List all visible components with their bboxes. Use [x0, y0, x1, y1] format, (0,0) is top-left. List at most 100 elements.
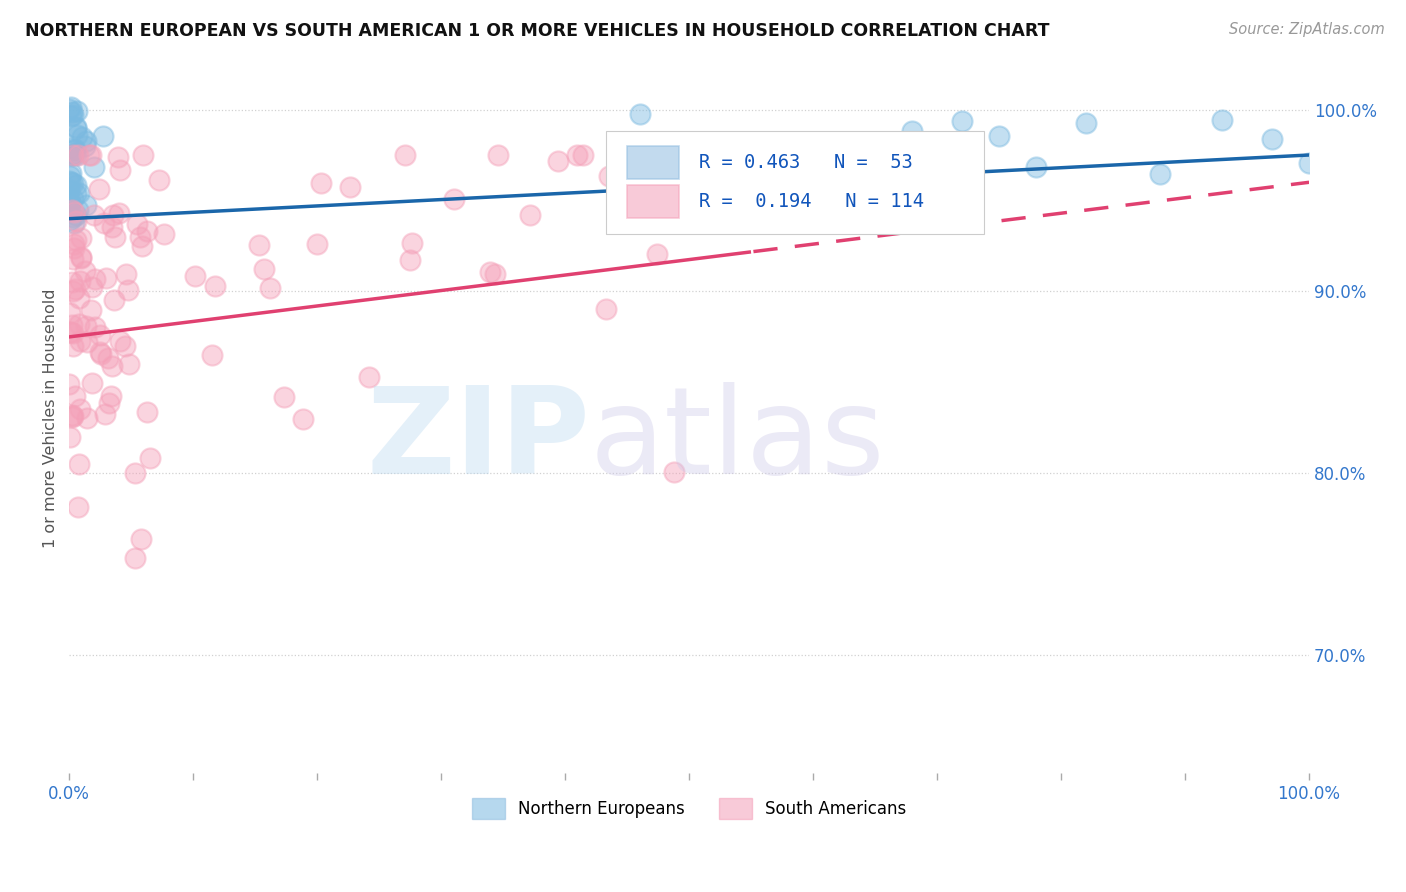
Point	[595, 301, 617, 316]
Point	[103, 230, 125, 244]
Point	[75, 319, 97, 334]
Point	[124, 551, 146, 566]
Point	[75, 134, 97, 148]
Point	[901, 124, 924, 138]
Point	[59, 175, 82, 189]
Point	[547, 154, 569, 169]
Point	[107, 150, 129, 164]
Point	[94, 407, 117, 421]
Point	[82, 280, 104, 294]
Point	[69, 250, 91, 264]
Point	[62, 216, 84, 230]
Point	[60, 408, 83, 422]
Point	[69, 274, 91, 288]
Point	[62, 147, 84, 161]
Point	[1211, 112, 1233, 127]
Text: R =  0.194   N = 114: R = 0.194 N = 114	[699, 192, 924, 211]
Point	[59, 430, 82, 444]
Point	[62, 204, 84, 219]
Point	[59, 326, 82, 340]
Point	[58, 183, 80, 197]
Point	[66, 128, 89, 142]
Point	[59, 169, 82, 183]
Point	[398, 253, 420, 268]
Point	[114, 339, 136, 353]
Y-axis label: 1 or more Vehicles in Household: 1 or more Vehicles in Household	[44, 289, 58, 549]
Point	[100, 359, 122, 374]
Point	[84, 320, 107, 334]
Point	[135, 405, 157, 419]
Point	[67, 202, 90, 217]
Point	[101, 220, 124, 235]
Point	[59, 100, 82, 114]
Point	[59, 213, 82, 227]
Point	[67, 291, 90, 305]
Point	[62, 318, 84, 332]
Point	[59, 141, 82, 155]
Point	[91, 129, 114, 144]
Point	[83, 160, 105, 174]
Point	[129, 229, 152, 244]
Point	[62, 210, 84, 224]
Point	[60, 166, 83, 180]
Point	[58, 197, 80, 211]
FancyBboxPatch shape	[627, 186, 679, 218]
Point	[70, 252, 93, 266]
Point	[70, 231, 93, 245]
Point	[114, 267, 136, 281]
Point	[79, 148, 101, 162]
Point	[1261, 132, 1284, 146]
Point	[129, 533, 152, 547]
Point	[65, 178, 87, 192]
Point	[58, 102, 80, 116]
Point	[65, 208, 87, 222]
Point	[58, 191, 80, 205]
Point	[90, 347, 112, 361]
Point	[65, 120, 87, 135]
Point	[152, 227, 174, 242]
Point	[67, 148, 90, 162]
Point	[62, 326, 84, 340]
Point	[567, 148, 589, 162]
Point	[67, 317, 90, 331]
Point	[117, 283, 139, 297]
Point	[58, 195, 80, 210]
Point	[273, 390, 295, 404]
Point	[59, 109, 82, 123]
Point	[148, 173, 170, 187]
Point	[65, 187, 87, 202]
Point	[84, 272, 107, 286]
Point	[339, 179, 361, 194]
Point	[80, 376, 103, 391]
Point	[598, 169, 620, 183]
Point	[131, 238, 153, 252]
Point	[1149, 167, 1171, 181]
Point	[89, 345, 111, 359]
Point	[59, 306, 82, 320]
Point	[479, 265, 502, 279]
Point	[519, 208, 541, 222]
Point	[662, 465, 685, 479]
Point	[65, 233, 87, 247]
Point	[950, 113, 973, 128]
Point	[201, 348, 224, 362]
Point	[65, 120, 87, 134]
Text: atlas: atlas	[591, 382, 886, 499]
Point	[62, 237, 84, 252]
Point	[744, 192, 766, 206]
Point	[247, 237, 270, 252]
Point	[66, 500, 89, 514]
Point	[118, 357, 141, 371]
Point	[484, 267, 506, 281]
Point	[259, 281, 281, 295]
Point	[988, 128, 1011, 143]
Point	[62, 148, 84, 162]
Point	[101, 208, 124, 222]
Point	[125, 217, 148, 231]
Point	[1025, 160, 1047, 174]
Point	[87, 182, 110, 196]
Point	[628, 107, 651, 121]
Point	[103, 293, 125, 307]
Point	[1074, 116, 1097, 130]
Point	[69, 186, 91, 200]
